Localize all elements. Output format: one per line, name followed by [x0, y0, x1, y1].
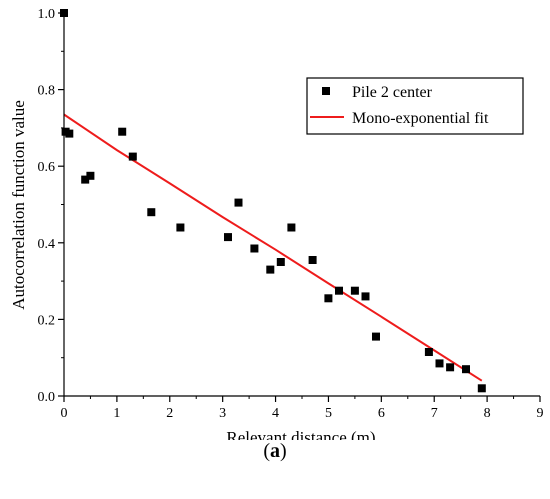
data-point	[361, 292, 370, 301]
y-tick-label: 0.6	[38, 160, 56, 175]
figure-caption: (a)	[0, 440, 550, 463]
data-point	[234, 198, 243, 207]
x-tick-label: 2	[166, 406, 173, 421]
caption-close: )	[280, 440, 287, 462]
data-point	[335, 286, 343, 295]
data-point	[287, 223, 296, 232]
legend: Pile 2 center Mono-exponential fit	[306, 77, 524, 135]
caption-letter: a	[270, 440, 280, 462]
data-point	[118, 127, 127, 136]
data-point	[86, 171, 95, 180]
data-point	[424, 348, 433, 356]
data-point	[462, 365, 470, 374]
data-point	[266, 265, 275, 274]
data-point	[435, 359, 444, 368]
y-tick-label: 1.0	[38, 7, 56, 22]
data-point	[446, 363, 455, 372]
y-tick-label: 0.0	[38, 390, 56, 405]
y-tick-label: 0.2	[38, 313, 56, 328]
data-point	[372, 332, 380, 341]
legend-label: Mono-exponential fit	[352, 110, 489, 127]
x-tick-label: 4	[272, 406, 279, 421]
axes: 0 1 2 3 4 5 6 7 8 9 0.0 0.2 0.4 0.6 0.8 1.0	[38, 7, 544, 421]
fit-line	[63, 113, 483, 382]
legend-label: Pile 2 center	[352, 84, 433, 101]
data-point	[128, 152, 137, 161]
x-tick-label: 1	[113, 406, 120, 421]
y-tick-label: 0.4	[38, 237, 56, 252]
data-point	[224, 233, 232, 242]
x-tick-label: 0	[61, 406, 68, 421]
data-point	[250, 244, 259, 253]
data-point	[147, 208, 156, 217]
data-point	[477, 384, 486, 393]
x-tick-label: 6	[378, 406, 385, 421]
caption-open: (	[263, 440, 270, 462]
legend-marker-scatter	[322, 87, 330, 95]
data-point	[65, 129, 74, 138]
data-point	[350, 286, 359, 295]
x-tick-label: 9	[537, 406, 544, 421]
data-point	[308, 256, 317, 264]
x-tick-label: 7	[431, 406, 438, 421]
y-tick-label: 0.8	[38, 84, 56, 99]
data-point	[276, 258, 285, 266]
x-tick-label: 5	[325, 406, 332, 421]
chart-canvas: 0 1 2 3 4 5 6 7 8 9 0.0 0.2 0.4 0.6 0.8 1.0 Pile 2 cent…	[9, 7, 544, 440]
plot-area	[60, 9, 486, 393]
y-axis-label: Autocorrelation function value	[9, 100, 28, 310]
data-point	[81, 175, 90, 184]
legend-box	[306, 77, 524, 135]
data-point	[324, 294, 333, 303]
x-axis-label: Relevant distance (m)	[226, 428, 375, 440]
data-point	[176, 223, 185, 232]
x-tick-label: 3	[219, 406, 226, 421]
x-tick-label: 8	[484, 406, 491, 421]
